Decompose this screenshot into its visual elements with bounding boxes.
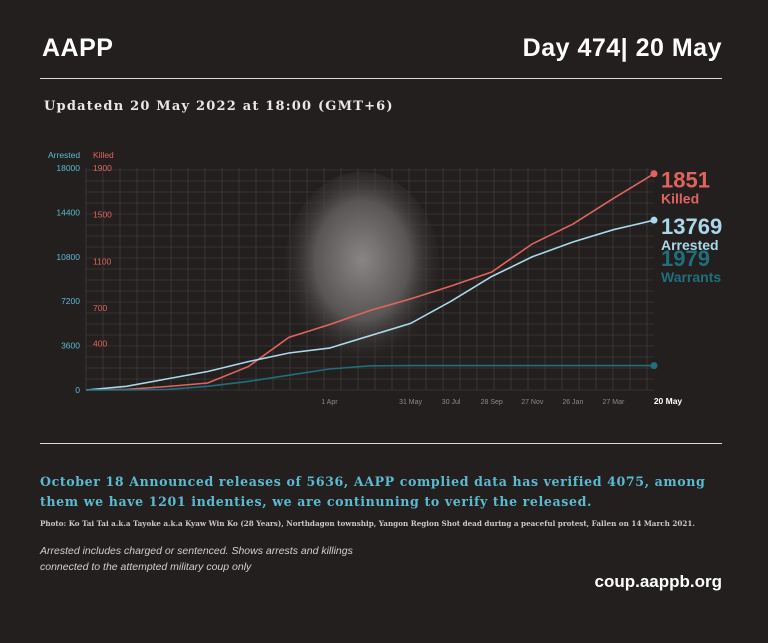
- series-end-value-arrested: 13769: [661, 214, 722, 239]
- killed-tick-label: 1500: [93, 210, 112, 220]
- series-end-name-killed: Killed: [661, 191, 699, 207]
- line-chart: Arrested Killed 0 3600 7200 10800 14400 18000 40…: [48, 150, 722, 406]
- x-tick-label: 26 Jan: [562, 399, 583, 406]
- chart-area: Arrested Killed 0 3600 7200 10800 14400 18000 40…: [0, 140, 768, 420]
- website-link[interactable]: coup.aappb.org: [594, 572, 723, 591]
- arrested-tick-label: 14400: [56, 207, 80, 217]
- arrested-tick-label: 18000: [56, 163, 80, 173]
- arrested-tick-label: 7200: [61, 296, 80, 306]
- series-end-name-arrested: Arrested: [661, 237, 719, 253]
- x-tick-label: 31 May: [399, 399, 422, 406]
- x-tick-label: 1 Apr: [321, 399, 338, 406]
- series-line-arrested: [85, 219, 655, 391]
- brand-title: AAPP: [42, 34, 114, 62]
- arrested-tick-label: 10800: [56, 252, 80, 262]
- series-line-killed: [85, 173, 655, 391]
- footnote-line-1: Arrested includes charged or sentenced. …: [40, 545, 353, 557]
- x-tick-label: 27 Nov: [521, 399, 544, 406]
- killed-tick-label: 700: [93, 303, 107, 313]
- x-tick-label: 28 Sep: [481, 399, 503, 406]
- top-divider: [40, 78, 722, 79]
- killed-tick-label: 400: [93, 338, 107, 348]
- x-tick-label: 30 Jul: [442, 399, 461, 406]
- arrested-tick-label: 3600: [61, 341, 80, 351]
- protest-photo: [284, 172, 440, 368]
- series-line-warrants: [86, 364, 654, 391]
- killed-axis-title: Killed: [93, 150, 114, 160]
- middle-divider: [40, 443, 722, 444]
- series-end-point-killed: [650, 170, 658, 178]
- updated-timestamp: Updatedn 20 May 2022 at 18:00 (GMT+6): [44, 99, 394, 114]
- x-tick-label: 20 May: [654, 396, 683, 406]
- series-end-name-warrants: Warrants: [661, 269, 721, 285]
- release-note: October 18 Announced releases of 5636, A…: [40, 474, 706, 509]
- x-tick-label: 27 Mar: [603, 399, 625, 406]
- photo-credit: Photo: Ko Tai Tai a.k.a Tayoke a.k.a Kya…: [40, 519, 695, 528]
- footnote-line-2: connected to the attempted military coup…: [40, 561, 252, 573]
- series-end-point-arrested: [650, 216, 658, 224]
- arrested-tick-label: 0: [75, 385, 80, 395]
- footnote: Arrested includes charged or sentenced. …: [40, 543, 460, 575]
- series-end-point-warrants: [650, 362, 658, 370]
- killed-tick-label: 1900: [93, 163, 112, 173]
- series-end-value-warrants: 1979: [661, 246, 710, 271]
- series-end-value-killed: 1851: [661, 168, 710, 193]
- day-counter: Day 474| 20 May: [522, 34, 722, 62]
- killed-tick-label: 1100: [93, 256, 112, 266]
- arrested-axis-title: Arrested: [48, 150, 80, 160]
